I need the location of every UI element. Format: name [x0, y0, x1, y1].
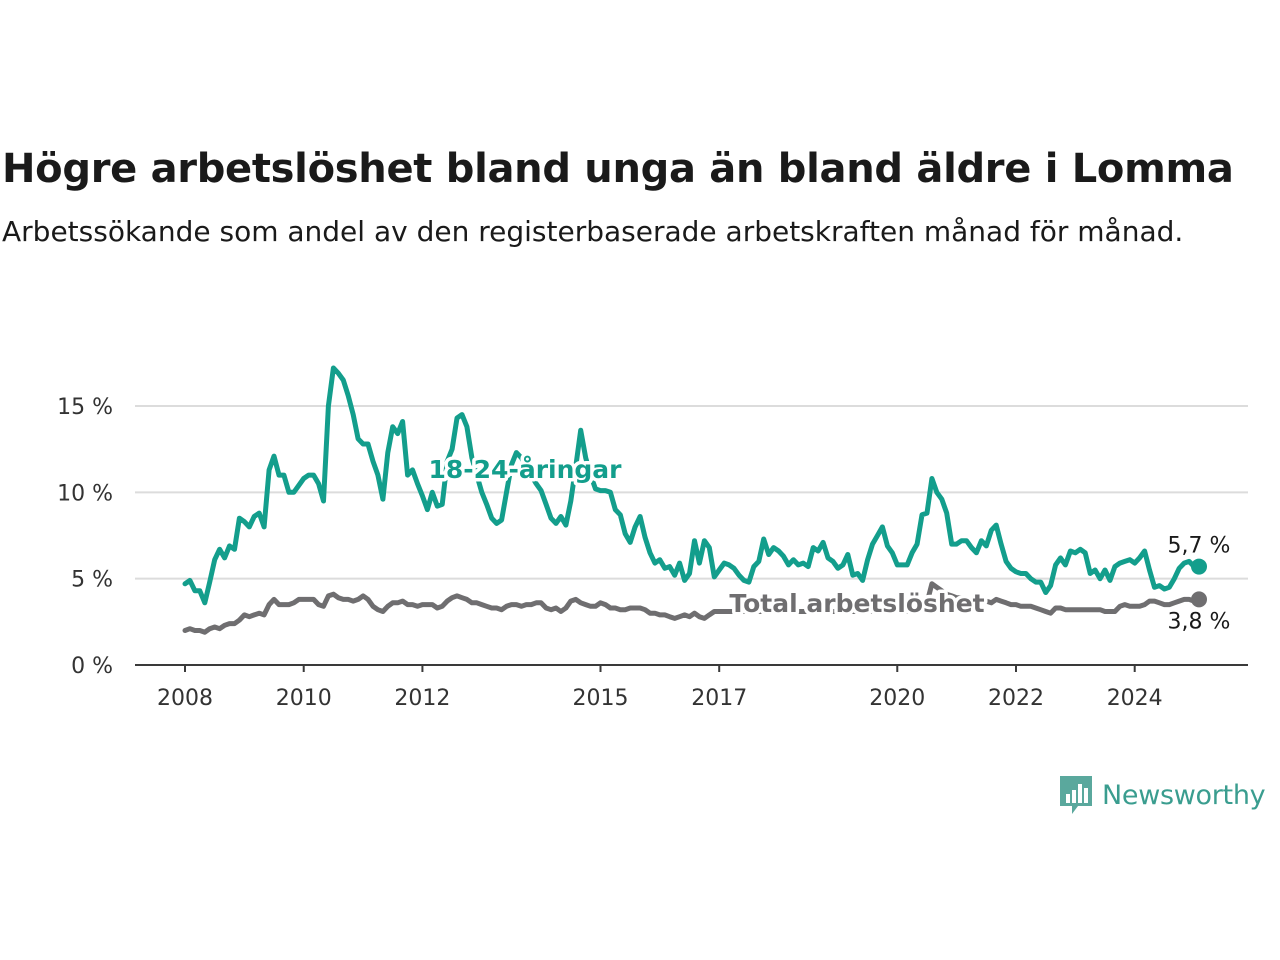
series-labels: 18-24-åringar Total arbetslöshet 5,7 % 3,8 … — [425, 452, 1234, 638]
x-tick-label: 2017 — [691, 686, 747, 711]
x-tick-label: 2008 — [157, 686, 213, 711]
y-tick-label: 0 % — [71, 654, 113, 679]
x-tick-label: 2020 — [869, 686, 925, 711]
x-tick-label: 2015 — [572, 686, 628, 711]
series-line-youth — [182, 365, 1202, 606]
y-tick-label: 10 % — [57, 481, 113, 506]
chart-subtitle: Arbetssökande som andel av den registerb… — [2, 215, 1184, 248]
end-value-youth: 5,7 % — [1168, 534, 1231, 559]
logo-text: Newsworthy — [1102, 779, 1266, 811]
x-tick-label: 2022 — [988, 686, 1044, 711]
series-label-total: Total arbetslöshet — [729, 589, 984, 618]
newsworthy-logo: Newsworthy — [1058, 774, 1266, 816]
series-line-total — [182, 581, 1202, 635]
y-tick-label: 5 % — [71, 568, 113, 593]
end-point-total — [1191, 591, 1207, 608]
y-tick-label: 15 % — [57, 395, 113, 420]
chart-title: Högre arbetslöshet bland unga än bland ä… — [2, 146, 1234, 192]
x-tick-label: 2010 — [276, 686, 332, 711]
x-tick-label: 2024 — [1107, 686, 1163, 711]
y-axis-tick-labels: 0 % 5 % 10 % 15 % — [57, 395, 113, 679]
end-value-total: 3,8 % — [1168, 609, 1231, 634]
series-lines — [182, 365, 1207, 635]
newsworthy-chart-bubble-icon — [1060, 776, 1092, 814]
end-point-youth — [1191, 558, 1207, 575]
series-label-youth: 18-24-åringar — [429, 455, 623, 484]
x-tick-label: 2012 — [394, 686, 450, 711]
x-axis-tick-labels: 2008 2010 2012 2015 2017 2020 2022 2024 — [157, 665, 1163, 711]
